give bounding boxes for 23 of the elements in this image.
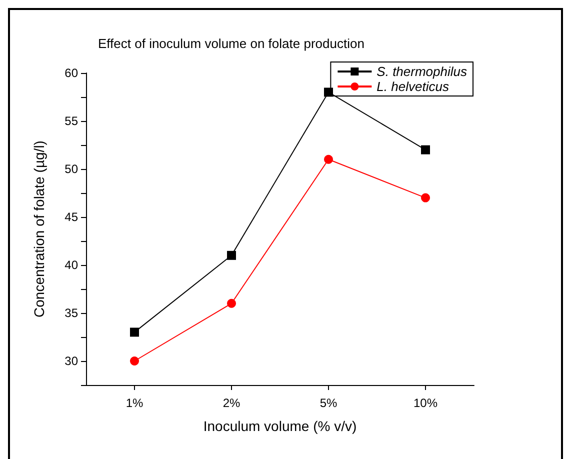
y-tick-label: 45	[64, 210, 78, 224]
point	[324, 154, 333, 164]
y-axis-title: Concentration of folate (µg/l)	[31, 140, 47, 318]
y-tick-label: 50	[64, 162, 78, 176]
x-tick-label: 10%	[413, 396, 438, 410]
x-tick-label: 2%	[222, 396, 240, 410]
x-tick-label: 5%	[320, 396, 338, 410]
y-tick-label: 35	[64, 306, 78, 320]
point	[421, 145, 430, 154]
point	[130, 356, 139, 366]
chart-title: Effect of inoculum volume on folate production	[98, 36, 364, 51]
y-tick-label: 55	[64, 114, 78, 128]
y-tick-label: 30	[64, 354, 78, 368]
point	[421, 193, 430, 202]
x-tick-label: 1%	[126, 396, 144, 410]
legend-label: L. helveticus	[376, 79, 450, 94]
x-axis-title: Inoculum volume (% v/v)	[203, 418, 357, 434]
legend-label: S. thermophilus	[376, 64, 468, 79]
y-tick-label: 60	[64, 66, 78, 80]
y-tick-label: 40	[64, 258, 78, 272]
point	[227, 298, 236, 308]
point	[130, 328, 139, 337]
point	[227, 250, 236, 260]
